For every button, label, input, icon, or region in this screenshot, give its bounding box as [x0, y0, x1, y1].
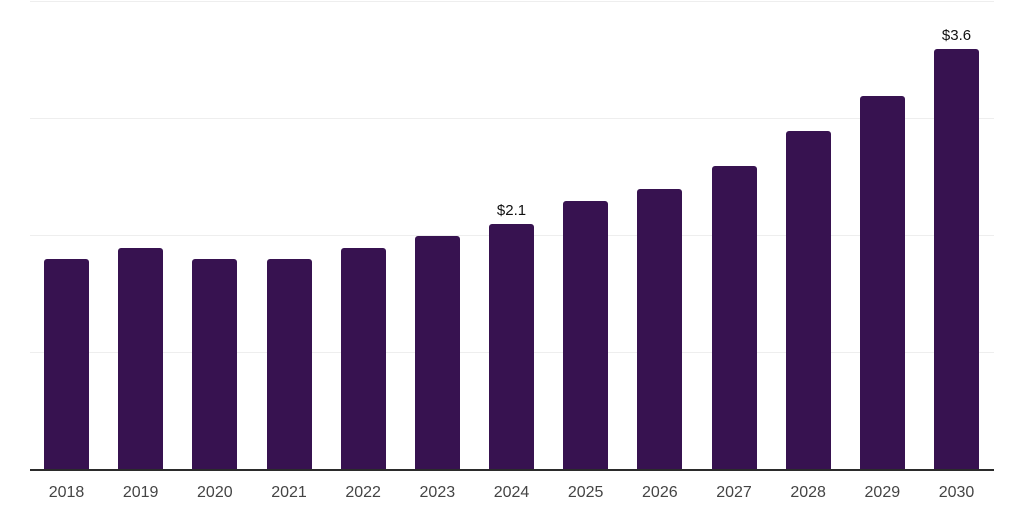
x-tick-label-2018: 2018 — [48, 484, 85, 501]
bar-2028[interactable] — [785, 131, 831, 470]
bar-column-2028 — [785, 2, 831, 470]
bar-2023[interactable] — [414, 236, 460, 470]
y-gridline — [30, 1, 994, 2]
bar-2024[interactable] — [489, 224, 534, 470]
bar-column-2026 — [637, 2, 683, 470]
x-tick-label-2024: 2024 — [493, 484, 530, 501]
bar-2030[interactable] — [934, 49, 979, 470]
bar-2027[interactable] — [711, 166, 757, 470]
x-axis-line — [30, 469, 994, 471]
x-tick-label-2026: 2026 — [642, 484, 678, 501]
bar-2026[interactable] — [637, 189, 683, 470]
plot-area: $2.1 $3.6 — [30, 1, 994, 470]
bar-value-label-2030: $3.6 — [941, 27, 972, 44]
x-tick-label-2019: 2019 — [122, 484, 159, 501]
bar-2018[interactable] — [44, 259, 89, 470]
bar-column-2029 — [859, 2, 905, 470]
bar-column-2023 — [414, 2, 460, 470]
y-gridline — [30, 118, 994, 119]
bar-column-2020 — [192, 2, 238, 470]
bar-2019[interactable] — [118, 248, 164, 470]
bar-value-label-2024: $2.1 — [496, 202, 527, 219]
bar-column-2019 — [118, 2, 164, 470]
x-tick-label-2027: 2027 — [716, 484, 752, 501]
x-axis-labels: 2018 2019 2020 2021 2022 2023 2024 2025 2026 2027… — [30, 483, 994, 505]
bar-column-2024: $2.1 — [489, 2, 534, 470]
bar-column-2022 — [340, 2, 386, 470]
bar-column-2021 — [266, 2, 312, 470]
x-tick-label-2020: 2020 — [197, 484, 233, 501]
x-tick-label-2023: 2023 — [419, 484, 456, 501]
bar-column-2030: $3.6 — [934, 2, 979, 470]
x-tick-label-2025: 2025 — [567, 484, 604, 501]
bar-2025[interactable] — [563, 201, 609, 470]
bar-2022[interactable] — [340, 248, 386, 470]
x-tick-label-2029: 2029 — [864, 484, 901, 501]
x-tick-label-2021: 2021 — [271, 484, 307, 501]
x-tick-label-2030: 2030 — [938, 484, 975, 501]
bar-2021[interactable] — [266, 259, 312, 470]
bar-2029[interactable] — [859, 96, 905, 470]
bar-column-2025 — [563, 2, 609, 470]
bar-column-2018 — [44, 2, 89, 470]
x-tick-label-2028: 2028 — [790, 484, 826, 501]
x-tick-label-2022: 2022 — [345, 484, 381, 501]
bar-2020[interactable] — [192, 259, 238, 470]
bar-column-2027 — [711, 2, 757, 470]
